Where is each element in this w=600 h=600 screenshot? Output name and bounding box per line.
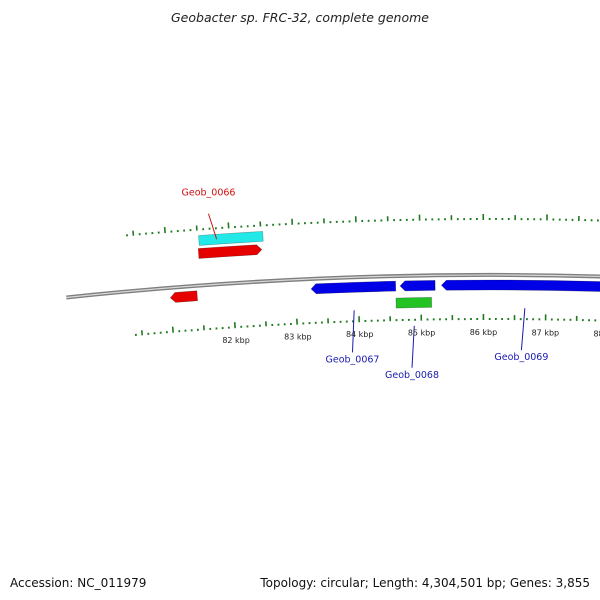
scale-label: 82 kbp — [222, 336, 250, 345]
feature-labels: Geob_0066Geob_0067Geob_0068Geob_0069Geob… — [182, 188, 549, 381]
label-leader — [411, 325, 415, 368]
genome-summary: Topology: circular; Length: 4,304,501 bp… — [260, 576, 590, 590]
inner-tick-ring — [134, 314, 597, 336]
feature-cds-forward[interactable] — [440, 279, 600, 292]
genome-backbone — [66, 273, 600, 300]
gene-label[interactable]: Geob_0068 — [385, 370, 439, 381]
scale-label: 88 kbp — [593, 330, 600, 339]
scale-label: 85 kbp — [408, 329, 436, 338]
scale-label: 83 kbp — [284, 333, 312, 342]
feature-track — [169, 231, 600, 309]
gene-label[interactable]: Geob_0067 — [326, 354, 380, 365]
scale-label: 84 kbp — [346, 330, 374, 339]
gene-label[interactable]: Geob_0069 — [494, 352, 548, 363]
scale-label: 87 kbp — [532, 328, 560, 337]
label-leader — [208, 213, 218, 240]
label-leader — [520, 308, 526, 351]
outer-tick-ring — [125, 214, 599, 237]
map-title: Geobacter sp. FRC-32, complete genome — [171, 10, 429, 25]
label-leader — [352, 310, 355, 353]
scale-label: 86 kbp — [470, 328, 498, 337]
accession-label: Accession: NC_011979 — [10, 576, 147, 590]
feature-cds-reverse[interactable] — [197, 244, 263, 259]
scale-labels: 82 kbp 83 kbp 84 kbp 85 kbp 86 kbp 87 kbp 88 k… — [222, 328, 600, 345]
feature-feature-cyan[interactable] — [198, 231, 264, 246]
feature-cds-forward[interactable] — [399, 280, 436, 292]
feature-cds-forward[interactable] — [310, 280, 397, 295]
backbone-highlight — [66, 274, 600, 299]
gene-label[interactable]: Geob_0066 — [182, 188, 236, 199]
feature-rna[interactable] — [395, 297, 432, 309]
feature-cds-reverse[interactable] — [169, 290, 198, 303]
